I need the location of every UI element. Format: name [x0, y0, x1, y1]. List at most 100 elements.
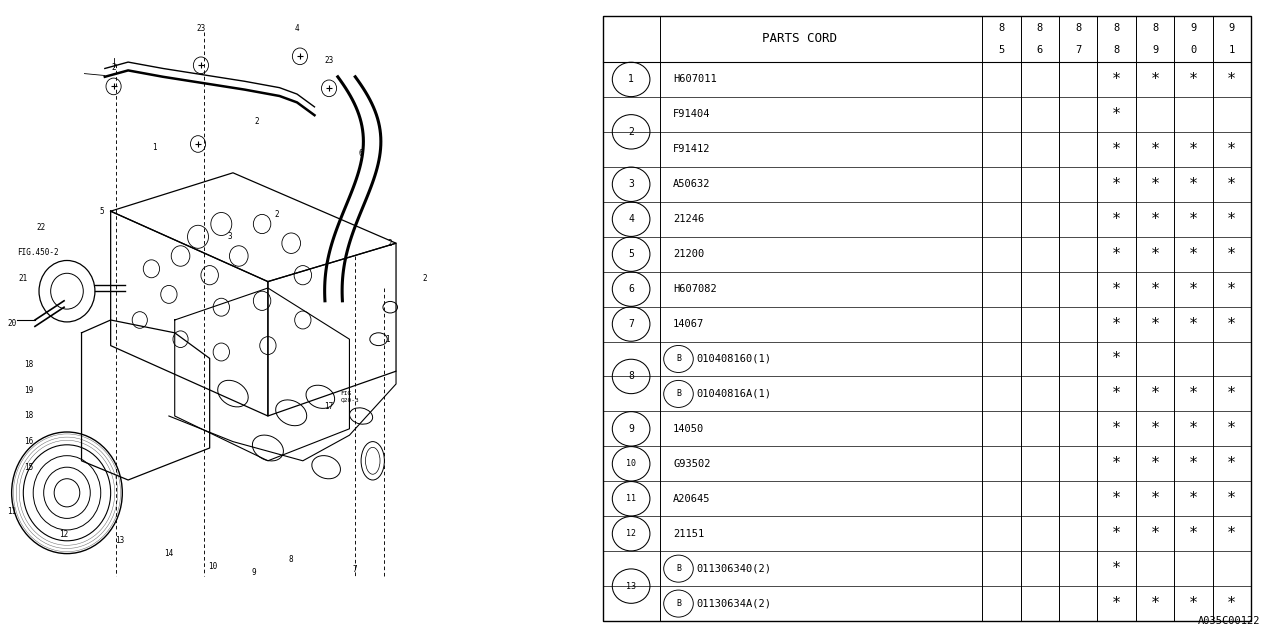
Text: *: * — [1189, 212, 1198, 227]
Text: *: * — [1228, 246, 1236, 262]
Text: 5: 5 — [998, 45, 1005, 55]
Text: *: * — [1189, 492, 1198, 506]
Text: *: * — [1189, 456, 1198, 471]
Text: 4: 4 — [628, 214, 634, 224]
Text: *: * — [1151, 246, 1160, 262]
Text: *: * — [1228, 526, 1236, 541]
Text: 20: 20 — [6, 319, 17, 328]
Text: A20645: A20645 — [673, 493, 710, 504]
Text: PARTS CORD: PARTS CORD — [762, 33, 837, 45]
Text: 8: 8 — [1037, 23, 1043, 33]
Text: *: * — [1151, 387, 1160, 401]
Text: *: * — [1151, 596, 1160, 611]
Text: 2: 2 — [422, 274, 428, 283]
Text: G93502: G93502 — [673, 459, 710, 469]
Text: *: * — [1151, 317, 1160, 332]
Text: *: * — [1189, 72, 1198, 87]
Text: 18: 18 — [24, 360, 33, 369]
Text: FIG
Q20-3: FIG Q20-3 — [340, 392, 360, 402]
Text: *: * — [1112, 282, 1121, 296]
Text: *: * — [1189, 317, 1198, 332]
Text: H607082: H607082 — [673, 284, 717, 294]
Text: 13: 13 — [626, 582, 636, 591]
Text: 21: 21 — [19, 274, 28, 283]
Text: *: * — [1151, 282, 1160, 296]
Text: 8: 8 — [628, 371, 634, 381]
Text: A50632: A50632 — [673, 179, 710, 189]
Text: *: * — [1228, 177, 1236, 192]
Text: *: * — [1189, 177, 1198, 192]
Text: 1: 1 — [152, 143, 156, 152]
Text: 14050: 14050 — [673, 424, 704, 434]
Text: 010408160(1): 010408160(1) — [696, 354, 772, 364]
Text: 9: 9 — [1229, 23, 1235, 33]
Text: 21246: 21246 — [673, 214, 704, 224]
Text: 8: 8 — [1152, 23, 1158, 33]
Text: *: * — [1228, 317, 1236, 332]
Text: *: * — [1112, 526, 1121, 541]
Text: 1: 1 — [1229, 45, 1235, 55]
Text: *: * — [1189, 387, 1198, 401]
Text: 1: 1 — [385, 335, 389, 344]
Text: 9: 9 — [628, 424, 634, 434]
Text: *: * — [1112, 177, 1121, 192]
Text: 3: 3 — [628, 179, 634, 189]
Text: *: * — [1228, 72, 1236, 87]
Text: 01040816A(1): 01040816A(1) — [696, 389, 772, 399]
Text: 17: 17 — [324, 402, 334, 411]
Text: 2: 2 — [111, 63, 116, 72]
Text: B: B — [676, 564, 681, 573]
Text: 011306340(2): 011306340(2) — [696, 564, 772, 573]
Text: *: * — [1189, 526, 1198, 541]
Text: 18: 18 — [24, 412, 33, 420]
Text: 11: 11 — [6, 508, 17, 516]
Text: *: * — [1228, 282, 1236, 296]
Text: F91404: F91404 — [673, 109, 710, 120]
Text: *: * — [1112, 212, 1121, 227]
Text: 21151: 21151 — [673, 529, 704, 539]
Text: *: * — [1151, 456, 1160, 471]
Text: 7: 7 — [353, 565, 357, 574]
Text: 8: 8 — [1075, 23, 1082, 33]
Text: *: * — [1151, 492, 1160, 506]
Text: *: * — [1189, 246, 1198, 262]
Text: 7: 7 — [1075, 45, 1082, 55]
Text: *: * — [1112, 317, 1121, 332]
Text: *: * — [1112, 387, 1121, 401]
Text: 14: 14 — [164, 549, 174, 558]
Text: *: * — [1151, 177, 1160, 192]
Text: 0: 0 — [1190, 45, 1197, 55]
Text: 9: 9 — [1190, 23, 1197, 33]
Text: 2: 2 — [388, 239, 393, 248]
Text: *: * — [1189, 596, 1198, 611]
Text: 15: 15 — [24, 463, 33, 472]
Text: *: * — [1112, 246, 1121, 262]
Text: 8: 8 — [289, 556, 293, 564]
Text: A035C00122: A035C00122 — [1198, 616, 1261, 626]
Text: 8: 8 — [998, 23, 1005, 33]
Text: *: * — [1112, 107, 1121, 122]
Text: *: * — [1112, 492, 1121, 506]
Text: 2: 2 — [628, 127, 634, 137]
Text: 23: 23 — [324, 56, 334, 65]
Text: 9: 9 — [251, 568, 256, 577]
Text: *: * — [1228, 387, 1236, 401]
Text: 01130634A(2): 01130634A(2) — [696, 598, 772, 609]
Text: *: * — [1151, 421, 1160, 436]
Text: *: * — [1151, 72, 1160, 87]
Text: 23: 23 — [196, 24, 206, 33]
Text: *: * — [1228, 142, 1236, 157]
Text: 21200: 21200 — [673, 249, 704, 259]
Text: 14067: 14067 — [673, 319, 704, 329]
Text: *: * — [1151, 212, 1160, 227]
Text: *: * — [1228, 456, 1236, 471]
Text: 6: 6 — [628, 284, 634, 294]
Text: 9: 9 — [1152, 45, 1158, 55]
Text: 5: 5 — [100, 207, 104, 216]
Text: 10: 10 — [207, 562, 218, 571]
Text: 2: 2 — [253, 117, 259, 126]
Text: F91412: F91412 — [673, 144, 710, 154]
Text: 1: 1 — [628, 74, 634, 84]
Text: 19: 19 — [24, 386, 33, 395]
Text: 13: 13 — [115, 536, 124, 545]
